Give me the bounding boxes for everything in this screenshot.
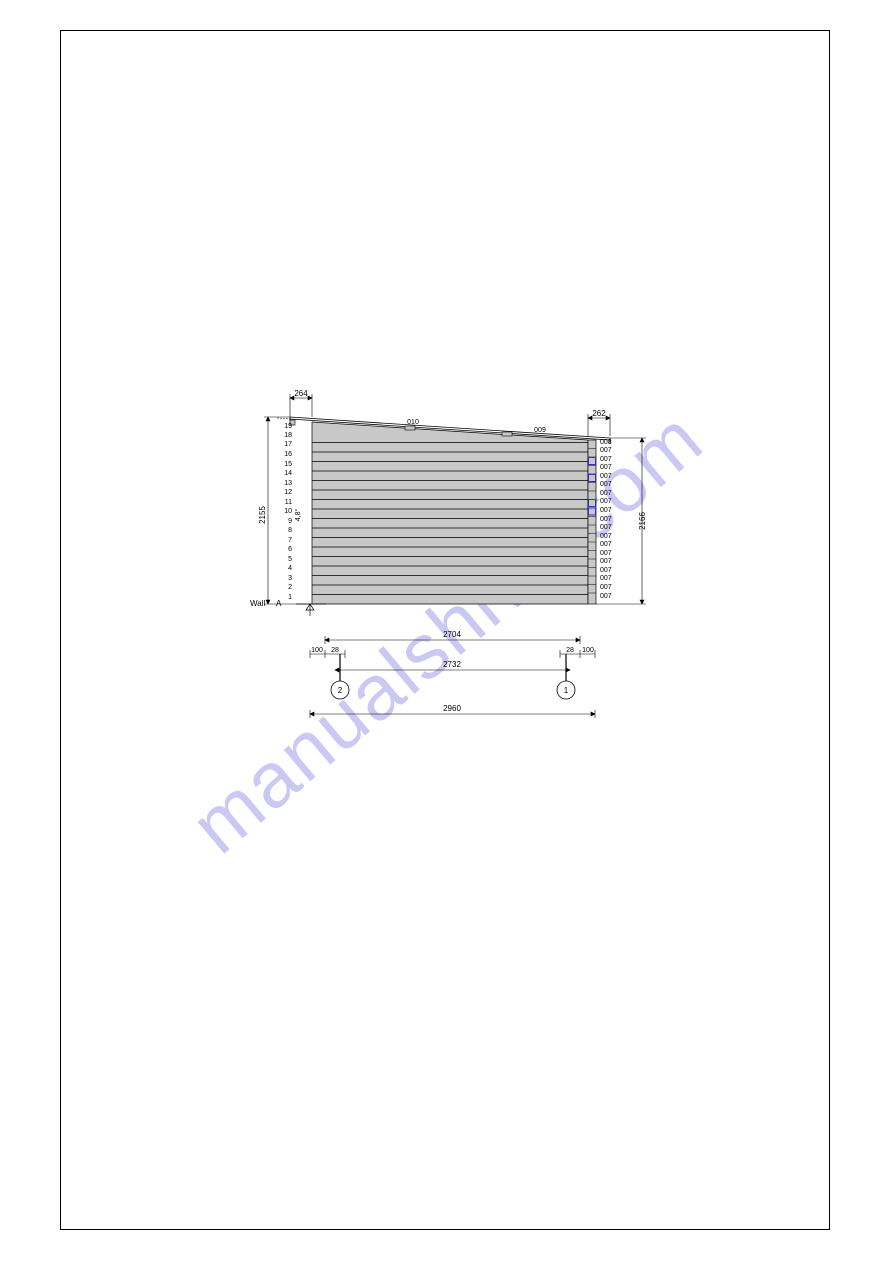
- roof-label-010: 010: [407, 419, 419, 426]
- svg-text:1: 1: [288, 594, 292, 601]
- wall-label: Wall: [250, 599, 265, 608]
- svg-text:14: 14: [284, 470, 292, 477]
- ground-symbol: [296, 604, 326, 616]
- svg-text:007: 007: [600, 584, 612, 591]
- svg-text:007: 007: [600, 447, 612, 454]
- right-end-strip: [588, 440, 596, 604]
- svg-text:19: 19: [284, 423, 292, 430]
- svg-text:007: 007: [600, 541, 612, 548]
- svg-text:16: 16: [284, 451, 292, 458]
- svg-text:8: 8: [288, 527, 292, 534]
- slope-angle: [277, 418, 290, 419]
- svg-text:007: 007: [600, 490, 612, 497]
- svg-text:007: 007: [600, 464, 612, 471]
- svg-text:3: 3: [288, 575, 292, 582]
- dim-264: 264: [294, 390, 308, 398]
- slope-label: 4,8°: [294, 509, 302, 522]
- svg-text:007: 007: [600, 567, 612, 574]
- dim-100-l: 100: [311, 647, 323, 654]
- dim-2704: 2704: [443, 630, 461, 639]
- dim-2960: 2960: [443, 704, 461, 713]
- svg-text:4: 4: [288, 565, 292, 572]
- dim-262: 262: [592, 409, 606, 418]
- roof-label-009: 009: [534, 427, 546, 434]
- svg-text:008: 008: [600, 439, 612, 446]
- dim-2155: 2155: [258, 506, 267, 524]
- svg-text:007: 007: [600, 507, 612, 514]
- svg-text:11: 11: [285, 499, 292, 506]
- technical-drawing: 010 009 264 262 2155: [250, 390, 660, 730]
- axis-label-1: 1: [564, 686, 569, 695]
- dim-2732: 2732: [443, 660, 461, 669]
- dim-2166: 2166: [638, 512, 647, 530]
- svg-text:007: 007: [600, 473, 612, 480]
- svg-text:007: 007: [600, 481, 612, 488]
- axis-label-2: 2: [338, 686, 343, 695]
- dim-28-r: 28: [566, 647, 574, 654]
- svg-text:007: 007: [600, 516, 612, 523]
- svg-text:13: 13: [284, 480, 292, 487]
- svg-text:9: 9: [288, 518, 292, 525]
- wall-letter: A: [276, 599, 282, 608]
- svg-text:007: 007: [600, 575, 612, 582]
- svg-text:12: 12: [284, 489, 292, 496]
- svg-text:6: 6: [288, 546, 292, 553]
- svg-text:5: 5: [288, 556, 292, 563]
- svg-text:15: 15: [284, 461, 292, 468]
- svg-text:007: 007: [600, 456, 612, 463]
- dim-100-r: 100: [582, 647, 594, 654]
- svg-text:007: 007: [600, 550, 612, 557]
- right-board-labels: 008 007 007 007 007 007 007 007 007 007 …: [600, 439, 612, 600]
- board-numbers: 19 18 17 16 15 14 13 12 11 10 9 8 7 6 5 …: [284, 423, 292, 601]
- svg-text:7: 7: [288, 537, 292, 544]
- svg-text:007: 007: [600, 558, 612, 565]
- svg-text:10: 10: [284, 508, 292, 515]
- svg-text:007: 007: [600, 524, 612, 531]
- svg-text:17: 17: [284, 441, 292, 448]
- svg-text:007: 007: [600, 498, 612, 505]
- dim-28-l: 28: [331, 647, 339, 654]
- svg-text:18: 18: [284, 432, 292, 439]
- plan-view: 2704 100 28 28 100 2732: [310, 630, 595, 718]
- svg-text:007: 007: [600, 533, 612, 540]
- elevation-view: 010 009 264 262 2155: [250, 390, 647, 616]
- svg-text:007: 007: [600, 593, 612, 600]
- svg-text:2: 2: [288, 584, 292, 591]
- wall-boards: [312, 422, 588, 604]
